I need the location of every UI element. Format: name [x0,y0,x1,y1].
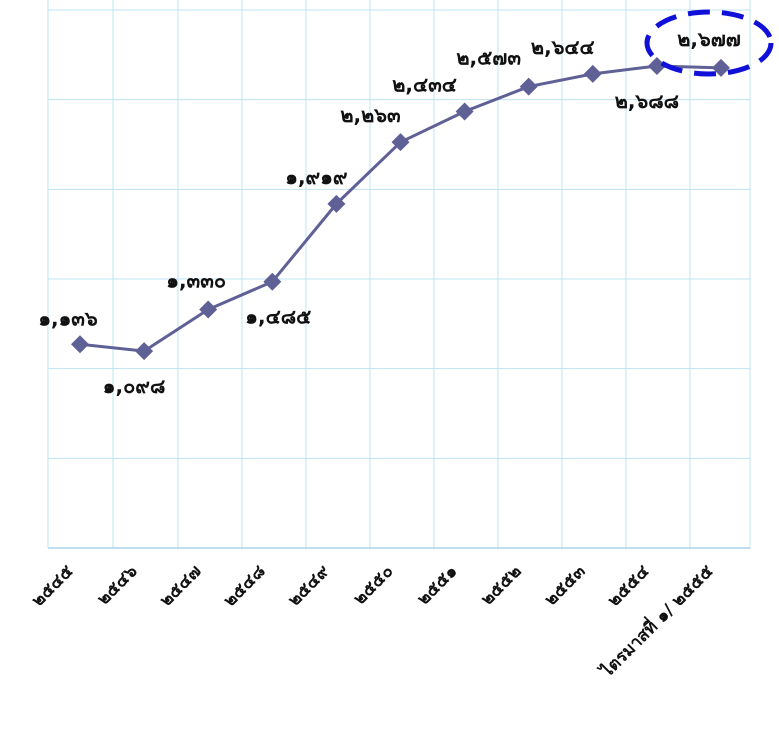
data-label: ๒,๒๖๓ [340,103,401,127]
data-label: ๒,๕๗๓ [456,46,521,70]
data-label: ๑,๓๓๐ [166,268,226,292]
data-point-marker [455,102,474,121]
data-point-marker [135,342,154,361]
x-tick-label: ๒๕๔๗ [156,561,205,610]
x-tick-label: ๒๕๕๓ [541,561,590,610]
x-tick-label: ไตรมาสที่ ๑/ ๒๕๕๕ [594,559,718,683]
x-tick-label: ๒๕๕๔ [604,561,653,610]
data-point-marker [263,272,282,291]
data-point-marker [583,64,602,83]
data-label: ๒,๖๗๗ [677,27,741,51]
data-point-marker [647,56,666,75]
data-point-marker [327,194,346,213]
data-point-marker [71,335,89,354]
grid [47,0,751,548]
data-label: ๑,๔๘๕ [245,305,311,329]
highlight-ellipse [644,9,774,77]
data-label: ๒,๖๔๔ [531,35,595,59]
data-point-marker [391,133,410,152]
data-label: ๑,๙๑๙ [285,165,348,189]
x-tick-label: ๒๕๔๖ [94,561,142,609]
data-label: ๑,๐๙๘ [103,374,166,398]
x-tick-label: ๒๕๔๕ [28,561,77,610]
data-point-marker [519,77,538,96]
x-tick-label: ๒๕๔๘ [220,561,270,611]
x-tick-label: ๒๕๔๙ [284,561,333,610]
data-point-marker [199,300,218,319]
x-tick-label: ๒๕๕๑ [414,561,462,609]
x-tick-label: ๒๕๕๒ [477,561,525,609]
data-label: ๒,๔๓๔ [392,73,457,97]
x-tick-label: ๒๕๕๐ [350,561,398,609]
data-label: ๑,๑๓๖ [38,306,98,330]
data-point-marker [712,58,730,77]
data-label: ๒,๖๘๘ [615,89,679,113]
